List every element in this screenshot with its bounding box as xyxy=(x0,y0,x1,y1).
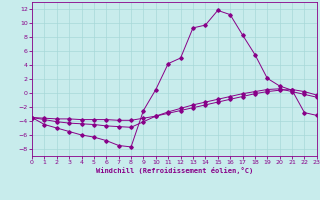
X-axis label: Windchill (Refroidissement éolien,°C): Windchill (Refroidissement éolien,°C) xyxy=(96,167,253,174)
